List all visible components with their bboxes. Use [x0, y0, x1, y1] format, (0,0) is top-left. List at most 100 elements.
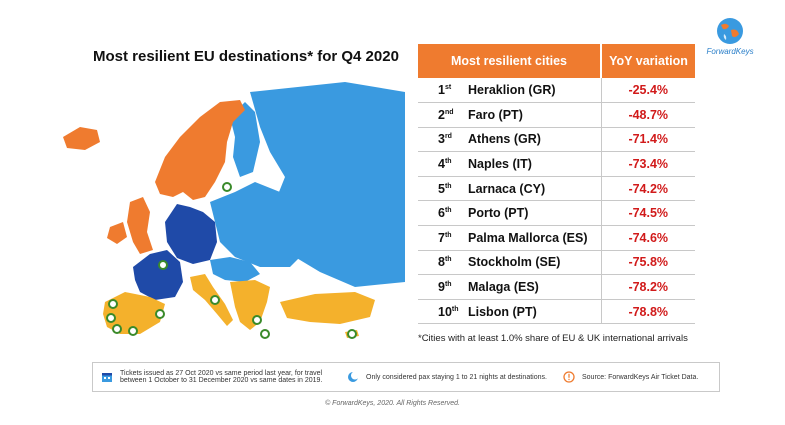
yoy-cell: -78.2% [601, 274, 695, 300]
yoy-cell: -74.5% [601, 200, 695, 227]
marker-paris [158, 260, 168, 270]
map-region-finland [230, 102, 260, 177]
city-cell: Larnaca (CY) [464, 176, 602, 202]
map-region-balkans [230, 280, 270, 330]
rank-suffix: th [444, 207, 452, 215]
marker-lisbon [106, 313, 116, 323]
table-header: Most resilient cities YoY variation [418, 44, 695, 78]
rank-number: 1 [438, 83, 445, 98]
rank-number: 8 [438, 255, 445, 270]
rank-suffix: th [451, 305, 459, 313]
rank-suffix: st [444, 83, 452, 91]
table-row: 7th Palma Mallorca (ES) -74.6% [418, 225, 695, 251]
info-bar: Tickets issued as 27 Oct 2020 vs same pe… [92, 362, 720, 392]
rank-cell: 9th [418, 274, 464, 300]
city-cell: Athens (GR) [464, 127, 602, 153]
rank-suffix: nd [444, 108, 454, 116]
rank-suffix: th [444, 280, 452, 288]
rank-suffix: th [444, 157, 452, 165]
marker-palma [155, 309, 165, 319]
marker-larnaca [347, 329, 357, 339]
table-row: 4th Naples (IT) -73.4% [418, 151, 695, 177]
resilient-cities-table: Most resilient cities YoY variation 1st H… [418, 44, 695, 325]
table-row: 2nd Faro (PT) -48.7% [418, 102, 695, 128]
yoy-cell: -73.4% [601, 151, 695, 177]
yoy-cell: -48.7% [601, 102, 695, 128]
city-cell: Lisbon (PT) [464, 299, 602, 325]
table-row: 10th Lisbon (PT) -78.8% [418, 299, 695, 325]
rank-cell: 7th [418, 225, 464, 251]
info-source: Source: ForwardKeys Air Ticket Data. [563, 371, 698, 383]
rank-cell: 2nd [418, 102, 464, 128]
rank-cell: 8th [418, 250, 464, 276]
city-markers [106, 182, 357, 339]
yoy-cell: -71.4% [601, 127, 695, 153]
info-icon [563, 371, 575, 383]
rank-cell: 10th [418, 299, 464, 325]
rank-suffix: th [444, 231, 452, 239]
rank-number: 9 [438, 280, 445, 295]
city-cell: Palma Mallorca (ES) [464, 225, 602, 251]
info-tickets-text: Tickets issued as 27 Oct 2020 vs same pe… [120, 370, 323, 384]
map-region-central [210, 257, 260, 282]
table-row: 9th Malaga (ES) -78.2% [418, 274, 695, 300]
rank-cell: 1st [418, 78, 464, 104]
globe-icon [717, 18, 743, 44]
table-row: 6th Porto (PT) -74.5% [418, 200, 695, 227]
map-region-germany [165, 204, 217, 264]
copyright: © ForwardKeys, 2020. All Rights Reserved… [325, 400, 460, 407]
map-region-ireland [107, 222, 127, 244]
footnote: *Cities with at least 1.0% share of EU &… [418, 333, 688, 344]
rank-number: 10 [438, 304, 452, 319]
header-cities: Most resilient cities [418, 44, 602, 78]
yoy-cell: -74.2% [601, 176, 695, 202]
yoy-cell: -75.8% [601, 250, 695, 276]
city-cell: Faro (PT) [464, 102, 602, 128]
city-cell: Malaga (ES) [464, 274, 602, 300]
marker-porto [108, 299, 118, 309]
rank-suffix: th [444, 256, 452, 264]
header-yoy: YoY variation [601, 44, 695, 78]
map-region-central-east [210, 182, 305, 267]
marker-athens [252, 315, 262, 325]
table-row: 5th Larnaca (CY) -74.2% [418, 176, 695, 202]
rank-cell: 5th [418, 176, 464, 202]
city-cell: Stockholm (SE) [464, 250, 602, 276]
info-tickets: Tickets issued as 27 Oct 2020 vs same pe… [101, 370, 341, 384]
page-title: Most resilient EU destinations* for Q4 2… [93, 48, 399, 65]
rank-number: 7 [438, 230, 445, 245]
europe-map [63, 82, 405, 339]
info-nights: Only considered pax staying 1 to 21 nigh… [347, 371, 547, 383]
rank-cell: 4th [418, 151, 464, 177]
rank-number: 2 [438, 107, 445, 122]
rank-suffix: th [444, 182, 452, 190]
table-row: 1st Heraklion (GR) -25.4% [418, 78, 695, 104]
table-row: 8th Stockholm (SE) -75.8% [418, 250, 695, 276]
marker-naples [210, 295, 220, 305]
logo-text: ForwardKeys [706, 47, 754, 56]
map-region-france [133, 250, 183, 300]
table-row: 3rd Athens (GR) -71.4% [418, 127, 695, 153]
rank-number: 4 [438, 157, 445, 172]
rank-number: 3 [438, 132, 445, 147]
rank-cell: 6th [418, 200, 464, 227]
map-region-turkey [280, 292, 375, 324]
rank-number: 6 [438, 206, 445, 221]
map-region-iceland [63, 127, 100, 150]
marker-faro [112, 324, 122, 334]
yoy-cell: -25.4% [601, 78, 695, 104]
marker-heraklion [260, 329, 270, 339]
map-region-scandinavia [155, 100, 245, 200]
moon-icon [347, 371, 359, 383]
calendar-icon [101, 371, 113, 383]
info-nights-text: Only considered pax staying 1 to 21 nigh… [366, 373, 547, 381]
rank-cell: 3rd [418, 127, 464, 153]
city-cell: Porto (PT) [464, 200, 602, 227]
map-region-uk [127, 197, 153, 254]
city-cell: Heraklion (GR) [464, 78, 602, 104]
marker-malaga [128, 326, 138, 336]
map-region-iberia [103, 292, 165, 334]
rank-number: 5 [438, 181, 445, 196]
yoy-cell: -78.8% [601, 299, 695, 325]
info-source-text: Source: ForwardKeys Air Ticket Data. [582, 373, 699, 381]
